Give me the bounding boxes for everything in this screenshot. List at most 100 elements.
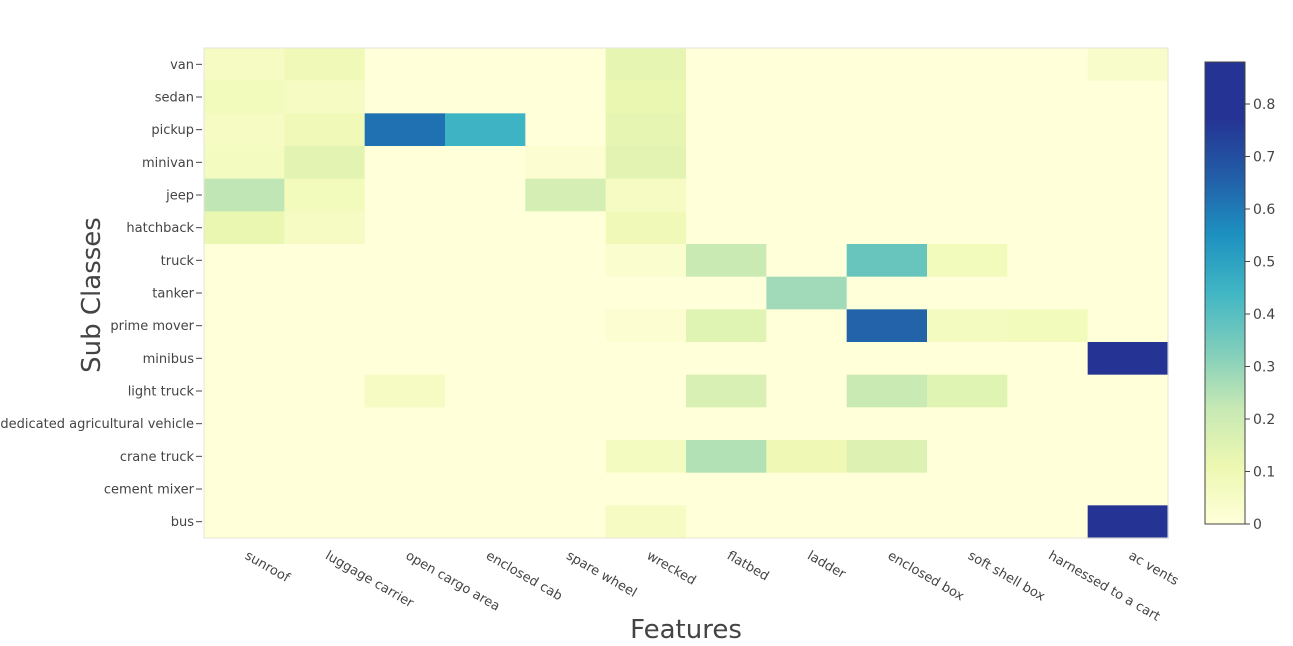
heatmap-cell bbox=[605, 211, 687, 245]
heatmap-cell bbox=[204, 342, 285, 376]
heatmap-cell bbox=[605, 178, 687, 212]
y-tick-label: minivan bbox=[142, 156, 194, 171]
heatmap-cell bbox=[284, 407, 366, 441]
heatmap-cell bbox=[204, 407, 285, 441]
heatmap-cell bbox=[927, 80, 1008, 114]
heatmap-cell bbox=[204, 211, 285, 245]
heatmap-cell bbox=[686, 342, 767, 376]
heatmap-cell bbox=[1007, 309, 1089, 343]
heatmap-cell bbox=[445, 309, 526, 343]
heatmap-cell bbox=[766, 276, 848, 310]
y-tick-label: tanker bbox=[152, 287, 194, 302]
heatmap-cell bbox=[204, 178, 285, 212]
heatmap-cell bbox=[284, 440, 366, 474]
heatmap-cell bbox=[686, 407, 767, 441]
colorbar-tick-label: 0 bbox=[1253, 517, 1262, 533]
heatmap-cell bbox=[204, 276, 285, 310]
heatmap-cell bbox=[1007, 440, 1089, 474]
heatmap-cell bbox=[1007, 48, 1089, 82]
y-axis-title: Sub Classes bbox=[77, 217, 107, 373]
heatmap-cell bbox=[364, 178, 446, 212]
x-tick-label: spare wheel bbox=[564, 548, 640, 600]
y-tick-label: prime mover bbox=[110, 319, 194, 334]
heatmap-cell bbox=[766, 48, 848, 82]
heatmap-cell bbox=[846, 505, 928, 539]
heatmap-cell bbox=[204, 146, 285, 180]
heatmap-cell bbox=[766, 505, 848, 539]
y-tick-label: hatchback bbox=[126, 221, 194, 236]
heatmap-cell bbox=[766, 309, 848, 343]
heatmap-cell bbox=[1007, 342, 1089, 376]
heatmap-cell bbox=[204, 113, 285, 147]
heatmap-cell bbox=[846, 472, 928, 506]
heatmap-cell bbox=[686, 178, 767, 212]
heatmap-cell bbox=[1087, 309, 1169, 343]
heatmap-cell bbox=[846, 48, 928, 82]
heatmap-cell bbox=[364, 505, 446, 539]
heatmap-cell bbox=[927, 374, 1008, 408]
heatmap-cell bbox=[1087, 276, 1169, 310]
colorbar-gradient bbox=[1204, 61, 1246, 525]
heatmap-cell bbox=[525, 342, 607, 376]
x-tick-label: flatbed bbox=[724, 548, 771, 584]
heatmap-cell bbox=[605, 146, 687, 180]
heatmap-cell bbox=[846, 146, 928, 180]
heatmap-cell bbox=[605, 244, 687, 278]
y-tick-label: bus bbox=[171, 515, 194, 530]
heatmap-cell bbox=[686, 505, 767, 539]
heatmap-cell bbox=[445, 211, 526, 245]
y-tick-label: crane truck bbox=[120, 450, 195, 465]
heatmap-cell bbox=[1087, 505, 1169, 539]
heatmap-cell bbox=[1087, 472, 1169, 506]
heatmap-cell bbox=[445, 472, 526, 506]
heatmap-cell bbox=[204, 505, 285, 539]
heatmap-cell bbox=[445, 146, 526, 180]
heatmap-cell bbox=[284, 505, 366, 539]
heatmap-cell bbox=[766, 342, 848, 376]
heatmap-cell bbox=[927, 309, 1008, 343]
colorbar-tick-label: 0.7 bbox=[1253, 150, 1275, 166]
heatmap-cell bbox=[766, 374, 848, 408]
heatmap-cell bbox=[846, 342, 928, 376]
heatmap-cell bbox=[846, 276, 928, 310]
y-tick-label: dedicated agricultural vehicle bbox=[0, 417, 194, 432]
y-tick-label: cement mixer bbox=[104, 483, 195, 498]
heatmap-cell bbox=[766, 178, 848, 212]
heatmap-cell bbox=[846, 211, 928, 245]
heatmap-cell bbox=[364, 113, 446, 147]
colorbar-tick-label: 0.8 bbox=[1253, 97, 1275, 113]
colorbar-tick-label: 0.6 bbox=[1253, 202, 1275, 218]
heatmap-cell bbox=[1007, 178, 1089, 212]
heatmap-cell bbox=[605, 80, 687, 114]
heatmap-cell bbox=[204, 80, 285, 114]
heatmap-cell bbox=[1007, 146, 1089, 180]
x-axis-title: Features bbox=[630, 615, 742, 645]
heatmap-cell bbox=[284, 342, 366, 376]
colorbar: 0 0.1 0.2 0.3 0.4 0.5 0.6 0.7 0.8 bbox=[1204, 61, 1275, 533]
heatmap-cell bbox=[1087, 342, 1169, 376]
heatmap-cell bbox=[525, 505, 607, 539]
heatmap-cell bbox=[284, 146, 366, 180]
heatmap-cell bbox=[1087, 113, 1169, 147]
heatmap-cell bbox=[364, 472, 446, 506]
heatmap-cell bbox=[284, 48, 366, 82]
heatmap-cell bbox=[605, 407, 687, 441]
heatmap-cell bbox=[445, 113, 526, 147]
heatmap-cell bbox=[1007, 113, 1089, 147]
heatmap-cell bbox=[204, 309, 285, 343]
x-tick-label: sunroof bbox=[242, 548, 292, 586]
heatmap-cell bbox=[1087, 440, 1169, 474]
heatmap-cell bbox=[364, 146, 446, 180]
heatmap-cell bbox=[445, 178, 526, 212]
heatmap-cell bbox=[525, 48, 607, 82]
heatmap-cell bbox=[1007, 276, 1089, 310]
heatmap-cell bbox=[445, 374, 526, 408]
plot-area-frame bbox=[203, 47, 1169, 539]
heatmap-cell bbox=[1087, 80, 1169, 114]
heatmap-cell bbox=[1087, 48, 1169, 82]
heatmap-cell bbox=[927, 407, 1008, 441]
heatmap-cell bbox=[284, 113, 366, 147]
heatmap-cell bbox=[927, 48, 1008, 82]
heatmap-cell bbox=[525, 211, 607, 245]
